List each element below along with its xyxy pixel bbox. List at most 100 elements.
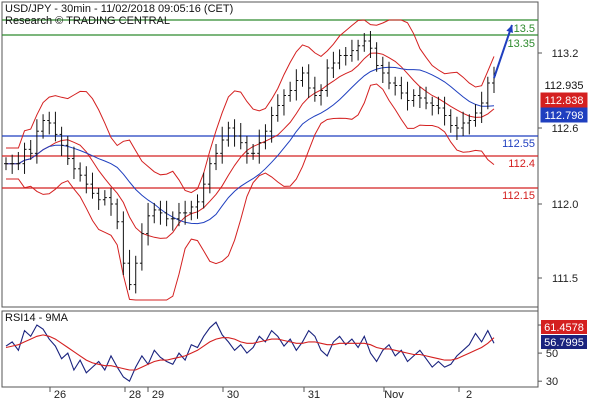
price-bar-67 — [417, 86, 422, 108]
lower-band-line — [6, 83, 495, 301]
rsi-tick-label-1: 50 — [546, 348, 558, 360]
price-bar-49 — [306, 64, 311, 98]
price-bar-60 — [374, 42, 379, 72]
slow-average-line — [6, 66, 495, 225]
price-bar-16 — [102, 190, 107, 206]
rsi-tick-label-2: 30 — [546, 376, 558, 388]
level-label-0: 13.5 — [514, 23, 535, 35]
level-label-1: 13.35 — [507, 38, 535, 50]
price-bar-31 — [195, 194, 200, 219]
price-bar-46 — [288, 81, 293, 102]
chart-title: USD/JPY - 30min - 11/02/2018 09:05:16 (C… — [5, 3, 233, 15]
price-bar-43 — [269, 106, 274, 143]
price-badge-box-2 — [540, 107, 588, 123]
price-bar-28 — [176, 202, 181, 227]
rsi-lines — [5, 321, 495, 383]
price-bar-61 — [380, 56, 385, 83]
price-bar-57 — [356, 39, 361, 61]
price-badge-label-2: 112.798 — [545, 110, 584, 122]
price-bar-32 — [201, 172, 206, 209]
price-bar-1 — [10, 154, 15, 174]
price-bars — [4, 31, 496, 294]
upper-band-line — [6, 19, 495, 194]
x-tick-label-0: 26 — [54, 389, 66, 400]
price-bar-33 — [207, 157, 212, 194]
price-badge-label-1: 112.838 — [545, 95, 584, 107]
price-bar-76 — [473, 104, 478, 127]
price-bar-10 — [65, 136, 70, 165]
price-bar-25 — [158, 200, 163, 225]
main-panel-frame — [1, 1, 539, 308]
price-bar-78 — [485, 76, 490, 110]
price-bar-3 — [22, 142, 27, 174]
x-tick-label-6: 2 — [466, 389, 472, 400]
price-bar-56 — [349, 39, 354, 62]
price-bar-30 — [189, 200, 194, 221]
horizontal-levels: 13.5 13.35 112.55 112.4 112.15 — [2, 19, 538, 202]
price-bar-52 — [325, 59, 330, 97]
price-bar-13 — [84, 166, 89, 194]
level-label-3: 112.4 — [508, 158, 535, 170]
price-bar-58 — [362, 33, 367, 52]
price-bar-63 — [393, 76, 398, 96]
price-badge-label-0: 112.935 — [545, 80, 584, 92]
price-bar-5 — [34, 119, 39, 164]
x-tick-label-3: 30 — [227, 389, 239, 400]
level-label-4: 112.15 — [502, 190, 535, 202]
price-bar-7 — [47, 111, 52, 135]
price-bar-45 — [281, 89, 286, 116]
price-bar-9 — [59, 126, 64, 156]
price-bar-34 — [214, 144, 219, 171]
rsi-title: RSI14 - 9MA — [5, 312, 69, 324]
y-tick-label-3: 111.5 — [552, 273, 578, 285]
projection-arrow — [493, 24, 513, 79]
price-bar-21 — [133, 255, 138, 294]
price-bar-54 — [337, 49, 342, 70]
price-bar-27 — [170, 211, 175, 231]
price-bar-26 — [164, 200, 169, 227]
price-bar-8 — [53, 111, 58, 142]
price-bar-22 — [139, 223, 144, 271]
price-bar-71 — [442, 96, 447, 126]
x-tick-label-5: Nov — [384, 389, 404, 400]
price-bar-50 — [312, 76, 317, 102]
price-bar-14 — [90, 172, 95, 199]
price-bar-64 — [399, 76, 404, 100]
price-bar-24 — [152, 202, 157, 224]
price-bar-72 — [448, 109, 453, 133]
rsi-badge-box-1 — [541, 335, 587, 349]
price-bar-39 — [244, 136, 249, 164]
price-bar-73 — [454, 116, 459, 140]
price-bar-75 — [467, 114, 472, 135]
price-bar-65 — [405, 81, 410, 111]
price-bar-4 — [28, 140, 33, 160]
price-bar-70 — [436, 96, 441, 115]
price-bar-20 — [127, 249, 132, 291]
price-bar-68 — [424, 86, 429, 110]
rsi-series-0 — [5, 321, 495, 383]
chart-subtitle: Research © TRADING CENTRAL — [5, 15, 170, 27]
x-tick-label-2: 29 — [152, 389, 164, 400]
projection-shaft — [493, 24, 513, 79]
y-tick-label-1: 112.6 — [552, 123, 579, 135]
price-bar-11 — [71, 146, 76, 180]
rsi-panel-frame — [1, 310, 539, 388]
rsi-series-1 — [5, 334, 495, 371]
price-bar-35 — [220, 126, 225, 164]
price-badge-box-1 — [540, 92, 588, 108]
price-bar-66 — [411, 89, 416, 107]
bollinger-bands — [6, 19, 495, 301]
price-bar-38 — [238, 123, 243, 150]
rsi-badge-label-1: 56.7995 — [544, 337, 584, 349]
price-bar-37 — [232, 119, 237, 147]
price-bar-0 — [4, 157, 8, 171]
price-bar-55 — [343, 47, 348, 66]
price-bar-41 — [257, 129, 262, 164]
y-tick-label-0: 113.2 — [552, 48, 579, 60]
price-bar-2 — [16, 152, 21, 171]
price-bar-18 — [115, 198, 120, 230]
price-bar-77 — [479, 91, 484, 123]
price-bar-59 — [368, 31, 373, 58]
